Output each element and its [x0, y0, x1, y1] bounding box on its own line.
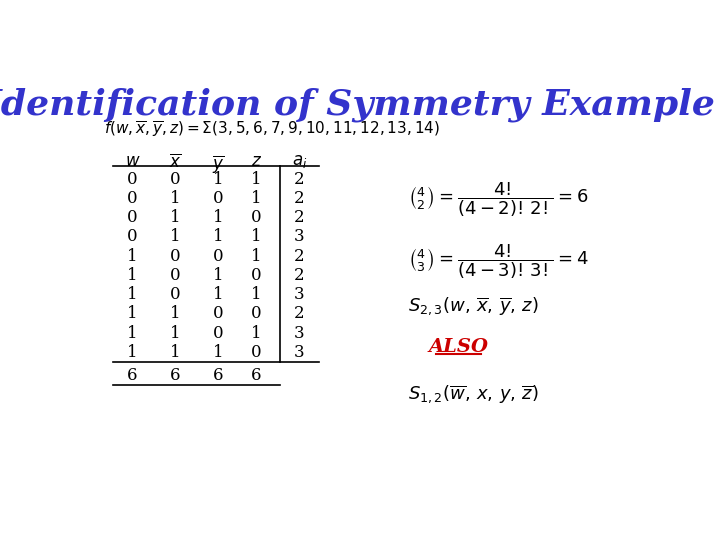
- Text: 2: 2: [294, 267, 305, 284]
- Text: 0: 0: [251, 267, 262, 284]
- Text: $\overline{y}$: $\overline{y}$: [212, 153, 224, 176]
- Text: 1: 1: [170, 228, 181, 245]
- Text: 1: 1: [251, 325, 262, 342]
- Text: 1: 1: [212, 344, 223, 361]
- Text: 3: 3: [294, 344, 305, 361]
- Text: 1: 1: [251, 171, 262, 187]
- Text: 1: 1: [127, 286, 138, 303]
- Text: 1: 1: [127, 248, 138, 265]
- Text: 3: 3: [294, 286, 305, 303]
- Text: 0: 0: [127, 171, 138, 187]
- Text: 1: 1: [251, 248, 262, 265]
- Text: 0: 0: [127, 190, 138, 207]
- Text: 1: 1: [212, 171, 223, 187]
- Text: 0: 0: [251, 209, 262, 226]
- Text: 2: 2: [294, 190, 305, 207]
- Text: 1: 1: [127, 344, 138, 361]
- Text: 1: 1: [127, 306, 138, 322]
- Text: $w$: $w$: [125, 153, 140, 170]
- Text: $z$: $z$: [251, 153, 262, 170]
- Text: 0: 0: [170, 171, 181, 187]
- Text: 0: 0: [127, 228, 138, 245]
- Text: 1: 1: [127, 267, 138, 284]
- Text: 2: 2: [294, 171, 305, 187]
- Text: 6: 6: [170, 367, 181, 384]
- Text: 2: 2: [294, 306, 305, 322]
- Text: 6: 6: [127, 367, 138, 384]
- Text: $\binom{4}{3} = \dfrac{4!}{(4-3)!\,3!} = 4$: $\binom{4}{3} = \dfrac{4!}{(4-3)!\,3!} =…: [408, 242, 588, 281]
- Text: 1: 1: [212, 209, 223, 226]
- Text: $f(w,\overline{x},\overline{y},z)=\Sigma(3,5,6,7,9,10,11,12,13,14)$: $f(w,\overline{x},\overline{y},z)=\Sigma…: [104, 120, 440, 140]
- Text: 0: 0: [212, 248, 223, 265]
- Text: $S_{2,3}(w,\, \overline{x},\, \overline{y},\, z)$: $S_{2,3}(w,\, \overline{x},\, \overline{…: [408, 296, 539, 318]
- Text: 3: 3: [294, 325, 305, 342]
- Text: $S_{1,2}(\overline{w},\, x,\, y,\, \overline{z})$: $S_{1,2}(\overline{w},\, x,\, y,\, \over…: [408, 384, 539, 407]
- Text: $\binom{4}{2} = \dfrac{4!}{(4-2)!\,2!} = 6$: $\binom{4}{2} = \dfrac{4!}{(4-2)!\,2!} =…: [408, 180, 588, 219]
- Text: 1: 1: [251, 228, 262, 245]
- Text: ALSO: ALSO: [428, 338, 488, 356]
- Text: 0: 0: [251, 306, 262, 322]
- Text: 0: 0: [127, 209, 138, 226]
- Text: 2: 2: [294, 209, 305, 226]
- Text: 1: 1: [212, 228, 223, 245]
- Text: 3: 3: [294, 228, 305, 245]
- Text: 1: 1: [212, 267, 223, 284]
- Text: 2: 2: [294, 248, 305, 265]
- Text: 0: 0: [170, 267, 181, 284]
- Text: 0: 0: [170, 248, 181, 265]
- Text: $\overline{x}$: $\overline{x}$: [169, 153, 181, 171]
- Text: 1: 1: [212, 286, 223, 303]
- Text: 6: 6: [251, 367, 262, 384]
- Text: 1: 1: [251, 286, 262, 303]
- Text: Identification of Symmetry Example 2: Identification of Symmetry Example 2: [0, 88, 720, 123]
- Text: 1: 1: [170, 325, 181, 342]
- Text: 0: 0: [212, 325, 223, 342]
- Text: $a_i$: $a_i$: [292, 153, 307, 170]
- Text: 1: 1: [170, 306, 181, 322]
- Text: 1: 1: [127, 325, 138, 342]
- Text: 0: 0: [212, 190, 223, 207]
- Text: 1: 1: [251, 190, 262, 207]
- Text: 0: 0: [212, 306, 223, 322]
- Text: 0: 0: [251, 344, 262, 361]
- Text: 1: 1: [170, 344, 181, 361]
- Text: 6: 6: [212, 367, 223, 384]
- Text: 1: 1: [170, 190, 181, 207]
- Text: 0: 0: [170, 286, 181, 303]
- Text: 1: 1: [170, 209, 181, 226]
